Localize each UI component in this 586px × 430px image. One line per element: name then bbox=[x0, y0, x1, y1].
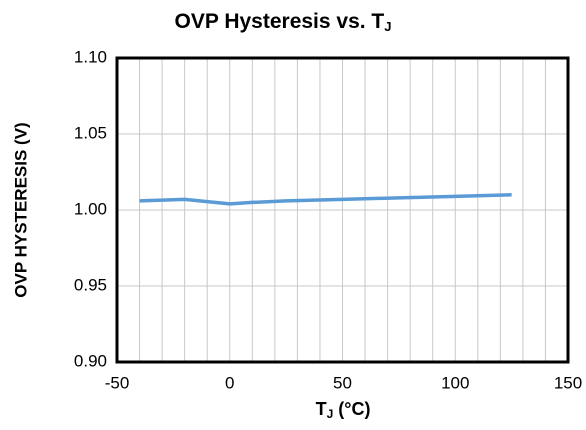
y-tick-label: 0.95 bbox=[74, 275, 107, 294]
x-tick-label: 50 bbox=[333, 373, 352, 392]
chart-title: OVP Hysteresis vs. TJ bbox=[175, 10, 392, 35]
y-axis-label: OVP HYSTERESIS (V) bbox=[11, 122, 30, 297]
y-tick-label: 1.05 bbox=[74, 123, 107, 142]
x-tick-label: 100 bbox=[441, 373, 469, 392]
x-tick-label: 150 bbox=[554, 373, 582, 392]
y-tick-label: 0.90 bbox=[74, 351, 107, 370]
x-tick-label: -50 bbox=[105, 373, 130, 392]
title-sub: J bbox=[384, 19, 391, 34]
y-tick-label: 1.00 bbox=[74, 199, 107, 218]
xlabel-rest: (°C) bbox=[333, 399, 370, 419]
title-text: OVP Hysteresis vs. T bbox=[175, 10, 385, 33]
x-tick-label: 0 bbox=[225, 373, 234, 392]
y-tick-label: 1.10 bbox=[74, 47, 107, 66]
x-axis-label: TJ (°C) bbox=[316, 399, 371, 421]
series-line bbox=[139, 193, 512, 206]
plot-frame bbox=[115, 56, 570, 364]
xlabel-text: T bbox=[316, 399, 327, 419]
xlabel-sub: J bbox=[327, 407, 334, 421]
